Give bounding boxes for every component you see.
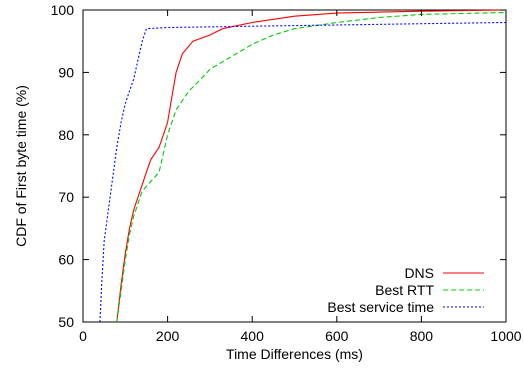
series-line-best-service-time (99, 21, 507, 323)
x-axis-title: Time Differences (ms) (226, 346, 363, 362)
plot-frame (82, 9, 507, 323)
legend-label: Best service time (327, 299, 434, 315)
x-tick-label: 1000 (490, 328, 521, 344)
series-line-dns (116, 9, 507, 323)
y-tick-label: 50 (58, 314, 74, 330)
y-tick-label: 70 (58, 189, 74, 205)
x-tick-label: 0 (79, 328, 87, 344)
axis-ticks: 0 200 400 600 800 1000 50 60 70 80 90 100 (51, 2, 522, 344)
series-line-best-rtt (116, 11, 507, 323)
y-tick-label: 90 (58, 64, 74, 80)
legend-label: DNS (404, 265, 434, 281)
legend-label: Best RTT (375, 282, 434, 298)
x-tick-label: 800 (410, 328, 434, 344)
x-tick-label: 600 (325, 328, 349, 344)
y-axis-title: CDF of First byte time (%) (13, 85, 29, 247)
x-tick-label: 200 (156, 328, 180, 344)
y-tick-label: 80 (58, 127, 74, 143)
y-tick-label: 100 (51, 2, 75, 18)
series-lines (99, 9, 507, 323)
y-tick-label: 60 (58, 252, 74, 268)
x-tick-label: 400 (241, 328, 265, 344)
